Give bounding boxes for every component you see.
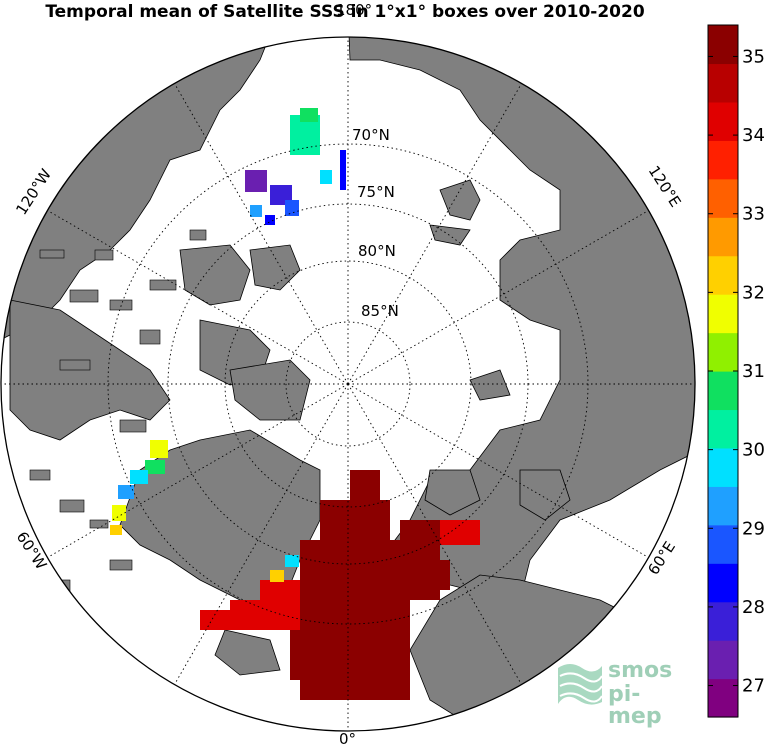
land-polygon [439, 179, 481, 221]
sss-box [270, 570, 284, 582]
colorbar-band [708, 63, 738, 103]
land-island [59, 359, 91, 371]
land-polygon [424, 469, 481, 516]
land-island [94, 249, 114, 261]
colorbar-band [708, 524, 738, 564]
lon-label-180: 180° [336, 1, 372, 19]
lat-label-70: 70°N [352, 126, 390, 144]
sss-box [300, 108, 318, 122]
colorbar-tick-label: 31 [742, 361, 765, 382]
polar-map: 70°N 75°N 80°N 85°N 0° 180° 120°W 60°W 1… [0, 1, 696, 746]
land-island [119, 419, 147, 433]
sss-box [440, 520, 480, 545]
land-island [89, 519, 109, 529]
meridian-line [174, 83, 349, 385]
land-island [139, 329, 161, 345]
colorbar-band [708, 255, 738, 295]
land-polygon [519, 469, 571, 521]
sss-box [410, 560, 450, 590]
land-polygon [249, 244, 301, 291]
logo-text-pimep: pi-mep [608, 682, 662, 729]
lat-label-80: 80°N [358, 242, 396, 260]
land-polygon [429, 224, 471, 246]
colorbar-tick-label: 34 [742, 125, 765, 146]
land-island [69, 289, 99, 303]
latitude-circle [285, 321, 411, 447]
colorbar-tick-label: 35 [742, 46, 765, 67]
colorbar-band [708, 601, 738, 641]
colorbar-band [708, 447, 738, 487]
land-island [109, 299, 133, 311]
land-island [39, 249, 65, 259]
sss-box [285, 200, 299, 216]
colorbar-tick-label: 29 [742, 518, 765, 539]
land-polygon [179, 244, 251, 306]
colorbar-bands [708, 25, 738, 718]
graticule [1, 37, 695, 731]
land-polygon [469, 369, 511, 401]
meridian-line [47, 210, 349, 385]
figure-title: Temporal mean of Satellite SSS in 1°x1° … [45, 2, 645, 22]
colorbar-band [708, 409, 738, 449]
sss-box [230, 600, 270, 630]
colorbar-tick-label: 27 [742, 676, 765, 697]
colorbar-tick-label: 33 [742, 204, 765, 225]
sss-box [265, 215, 275, 225]
sss-box [112, 505, 126, 521]
colorbar-band [708, 640, 738, 680]
sss-box [200, 610, 230, 630]
sss-box [130, 470, 148, 484]
sss-box [118, 485, 134, 499]
land-island [109, 559, 133, 571]
lon-label-0: 0° [339, 730, 356, 746]
sss-box [340, 150, 346, 190]
colorbar-band [708, 294, 738, 334]
meridian-line [347, 210, 649, 385]
sss-box [320, 170, 332, 184]
meridian-line [174, 383, 349, 685]
meridian-line [347, 383, 522, 685]
sss-box [150, 440, 168, 458]
colorbar-band [708, 101, 738, 141]
colorbar-band [708, 332, 738, 372]
smos-pi-mep-logo: smos pi-mep [556, 656, 686, 728]
meridian-line [347, 383, 649, 558]
sss-box [350, 470, 380, 510]
land-island [59, 499, 85, 513]
sss-box [245, 170, 267, 192]
sss-box [110, 525, 122, 535]
colorbar-tick-label: 30 [742, 440, 765, 461]
lat-label-75: 75°N [357, 183, 395, 201]
colorbar-band [708, 563, 738, 603]
wave-logo-icon [558, 664, 603, 705]
meridian-line [47, 383, 349, 558]
colorbar-band [708, 178, 738, 218]
colorbar-tick-label: 32 [742, 282, 765, 303]
meridian-line [347, 83, 522, 385]
land-polygon [229, 359, 311, 421]
sss-box [145, 460, 165, 474]
colorbar-band [708, 140, 738, 180]
lat-label-85: 85°N [361, 302, 399, 320]
sss-data-boxes [110, 108, 480, 700]
colorbar-band [708, 486, 738, 526]
colorbar-tick-label: 28 [742, 597, 765, 618]
colorbar-band [708, 25, 738, 65]
land-island [29, 469, 51, 481]
land-island [189, 229, 207, 241]
colorbar-ticks: 27 28 29 30 31 32 33 34 35 [708, 46, 765, 697]
land-polygon [214, 629, 281, 676]
sss-box [285, 555, 299, 567]
colorbar-band [708, 217, 738, 257]
colorbar-band [708, 678, 738, 718]
map-boundary [0, 36, 696, 732]
sss-box [250, 205, 262, 217]
colorbar-band [708, 371, 738, 411]
logo-text-smos: smos [608, 658, 673, 683]
